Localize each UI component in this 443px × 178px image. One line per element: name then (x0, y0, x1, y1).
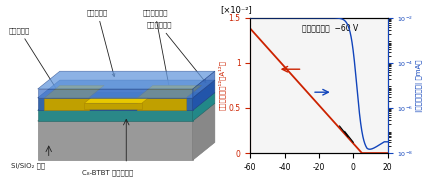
Polygon shape (193, 103, 215, 160)
Polygon shape (44, 85, 104, 98)
Polygon shape (193, 71, 215, 98)
X-axis label: ゲート電圧（V）: ゲート電圧（V） (300, 177, 338, 178)
Text: [×10⁻²]: [×10⁻²] (220, 5, 252, 14)
Y-axis label: ドレイン電流¹²（A¹²）: ドレイン電流¹²（A¹²） (218, 61, 225, 110)
Polygon shape (38, 93, 215, 110)
Polygon shape (38, 98, 193, 110)
Text: ドレイン電圧  −60 V: ドレイン電圧 −60 V (303, 23, 359, 32)
Polygon shape (38, 89, 193, 98)
Polygon shape (44, 98, 89, 110)
Polygon shape (137, 98, 186, 110)
Polygon shape (38, 80, 215, 98)
Polygon shape (193, 80, 215, 110)
Text: ゲート電極: ゲート電極 (87, 9, 115, 77)
Text: Si/SiO₂ 基板: Si/SiO₂ 基板 (11, 163, 45, 169)
Polygon shape (38, 121, 193, 160)
Polygon shape (38, 103, 215, 121)
Polygon shape (84, 98, 148, 103)
Text: C₈-BTBT 単結晶薄膜: C₈-BTBT 単結晶薄膜 (82, 170, 133, 176)
Y-axis label: |ドレイン電流| （mA）: |ドレイン電流| （mA） (416, 59, 424, 112)
Polygon shape (137, 85, 202, 98)
Text: ゲート絶縁層: ゲート絶縁層 (147, 22, 206, 83)
Text: ソース電極: ソース電極 (9, 27, 58, 91)
Text: ドレイン電極: ドレイン電極 (142, 9, 171, 91)
Polygon shape (84, 103, 142, 109)
Polygon shape (38, 110, 193, 121)
Polygon shape (38, 71, 215, 89)
Polygon shape (193, 93, 215, 121)
